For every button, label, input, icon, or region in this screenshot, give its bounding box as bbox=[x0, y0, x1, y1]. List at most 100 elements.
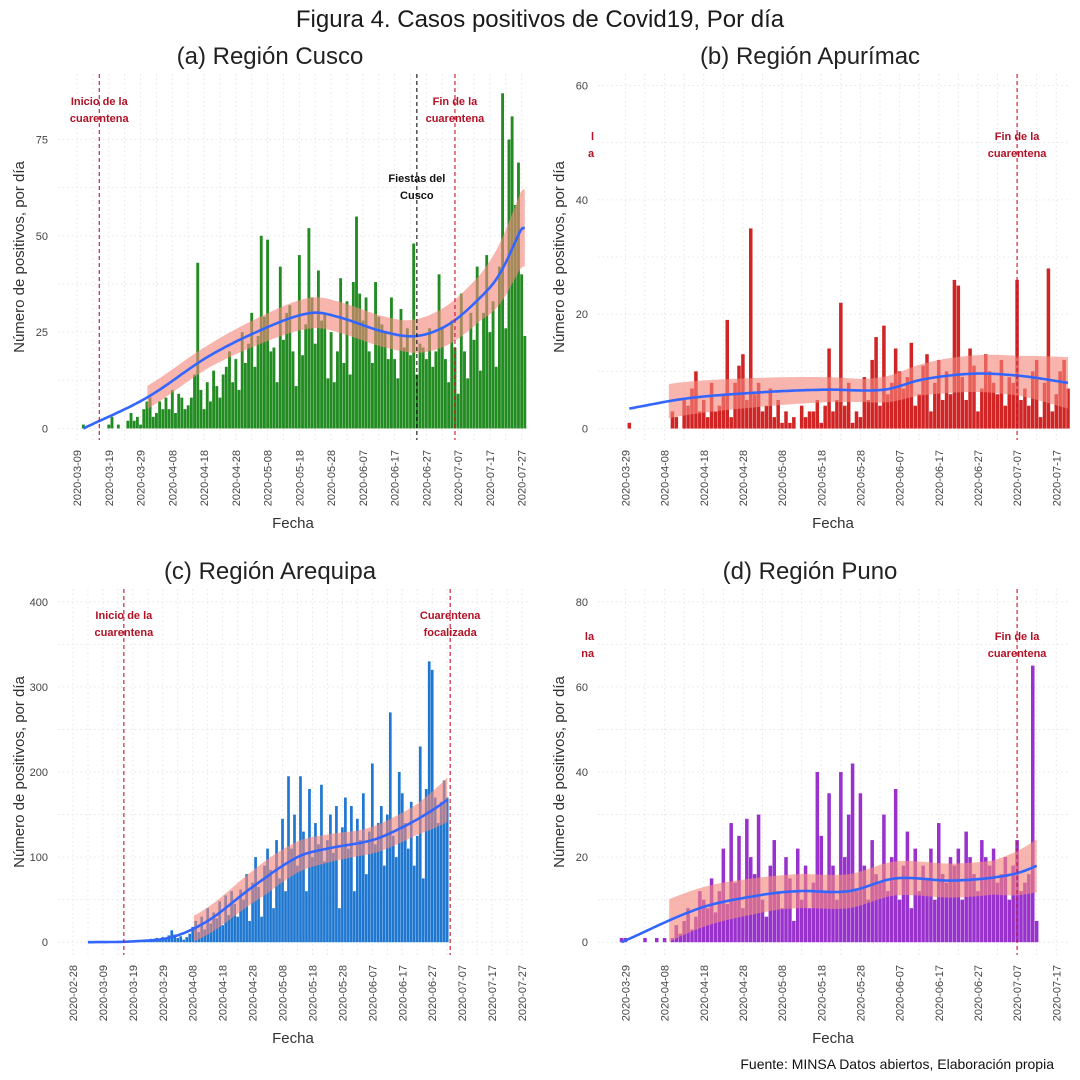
bar bbox=[338, 908, 341, 943]
annotation: Fin de la cuarentena bbox=[426, 96, 486, 125]
bar bbox=[1023, 882, 1027, 943]
bar bbox=[269, 351, 273, 429]
bar bbox=[342, 362, 346, 429]
bar bbox=[409, 801, 413, 943]
x-tick-label: 2020-07-07 bbox=[1012, 965, 1024, 1021]
bar bbox=[827, 793, 831, 943]
bar bbox=[842, 405, 847, 429]
annotation-line: Cusco bbox=[400, 190, 434, 202]
annotation-line: Fin de la bbox=[995, 631, 1040, 643]
bar bbox=[350, 806, 353, 943]
y-tick-label: 20 bbox=[576, 852, 588, 864]
bar bbox=[1011, 865, 1015, 943]
x-tick-label: 2020-03-29 bbox=[158, 965, 170, 1021]
bar bbox=[831, 411, 835, 429]
bar bbox=[428, 328, 431, 429]
bar bbox=[488, 332, 492, 429]
bar bbox=[819, 422, 824, 429]
chart-puno: (d) Región Puno Fin de la cuarentena la na 0 2… bbox=[551, 558, 1068, 1047]
bar bbox=[397, 772, 401, 943]
x-tick-label: 2020-07-17 bbox=[1051, 965, 1063, 1021]
y-tick-label: 20 bbox=[576, 309, 588, 321]
annotation-line: cuarentena bbox=[95, 627, 155, 639]
bar bbox=[367, 351, 371, 429]
bar bbox=[874, 874, 878, 943]
bar bbox=[424, 789, 428, 943]
bar bbox=[972, 874, 976, 943]
x-tick-label: 2020-05-28 bbox=[326, 450, 338, 506]
bar bbox=[294, 386, 298, 429]
bar bbox=[291, 351, 295, 429]
bar bbox=[262, 316, 266, 429]
bar bbox=[199, 389, 203, 429]
bar bbox=[1034, 920, 1039, 943]
bar bbox=[670, 411, 675, 429]
bar bbox=[999, 359, 1004, 429]
bar bbox=[823, 891, 827, 943]
annotation-line: Fiestas del bbox=[388, 173, 445, 185]
bar bbox=[1046, 268, 1051, 429]
bar bbox=[301, 355, 304, 429]
bar bbox=[177, 393, 181, 429]
bar bbox=[353, 891, 356, 943]
bar bbox=[145, 401, 149, 429]
bar bbox=[1011, 382, 1015, 429]
bar bbox=[345, 301, 349, 429]
x-tick-label: 2020-04-08 bbox=[660, 965, 672, 1021]
bar bbox=[886, 891, 890, 943]
bar bbox=[1030, 371, 1035, 429]
bar bbox=[839, 772, 843, 943]
y-tick-label: 100 bbox=[30, 852, 48, 864]
bar bbox=[725, 903, 730, 943]
bar bbox=[132, 420, 136, 429]
bar bbox=[385, 814, 389, 943]
figure-title: Figura 4. Casos positivos de Covid19, Po… bbox=[295, 6, 785, 33]
x-tick-label: 2020-05-18 bbox=[816, 450, 828, 506]
bar bbox=[393, 359, 397, 429]
chart-arequipa: (c) Región Arequipa Inicio de la cuarenten… bbox=[11, 558, 529, 1047]
bar bbox=[158, 401, 162, 429]
bar bbox=[1003, 405, 1008, 429]
bar bbox=[151, 416, 155, 429]
bar bbox=[183, 409, 187, 429]
bar bbox=[854, 411, 859, 429]
bar bbox=[725, 319, 730, 429]
bar bbox=[377, 316, 381, 429]
x-tick-label: 2020-05-08 bbox=[777, 965, 789, 1021]
bar bbox=[776, 891, 780, 943]
y-axis-label: Número de positivos, por día bbox=[551, 675, 568, 867]
bar bbox=[155, 413, 158, 429]
bar bbox=[240, 332, 244, 429]
panel-title: (c) Región Arequipa bbox=[164, 558, 377, 585]
source-note: Fuente: MINSA Datos abiertos, Elaboració… bbox=[740, 1056, 1054, 1072]
bar bbox=[760, 411, 765, 429]
y-axis-label: Número de positivos, por día bbox=[551, 160, 568, 352]
x-tick-label: 2020-05-18 bbox=[307, 965, 319, 1021]
bar bbox=[409, 355, 412, 429]
bar bbox=[980, 388, 984, 429]
bar bbox=[447, 382, 451, 429]
bar bbox=[311, 857, 314, 943]
annotation: Fin de la cuarentena bbox=[988, 631, 1048, 660]
bar bbox=[247, 343, 250, 429]
bar bbox=[403, 823, 407, 943]
annotation: Fiestas del Cusco bbox=[388, 173, 445, 202]
x-tick-label: 2020-04-28 bbox=[738, 450, 750, 506]
bar bbox=[1030, 665, 1035, 943]
bar bbox=[158, 939, 162, 943]
bar bbox=[764, 405, 769, 429]
bar bbox=[215, 386, 219, 429]
bar bbox=[373, 844, 377, 943]
bar bbox=[221, 925, 224, 943]
bar bbox=[351, 282, 355, 429]
bar bbox=[478, 370, 482, 429]
bar bbox=[1023, 388, 1027, 429]
x-tick-label: 2020-05-18 bbox=[294, 450, 306, 506]
x-tick-label: 2020-04-28 bbox=[738, 965, 750, 1021]
bar bbox=[418, 343, 422, 429]
bar bbox=[239, 889, 242, 943]
annotation-line: na bbox=[581, 648, 595, 660]
bar bbox=[1038, 417, 1043, 429]
x-tick-label: 2020-03-29 bbox=[620, 450, 632, 506]
